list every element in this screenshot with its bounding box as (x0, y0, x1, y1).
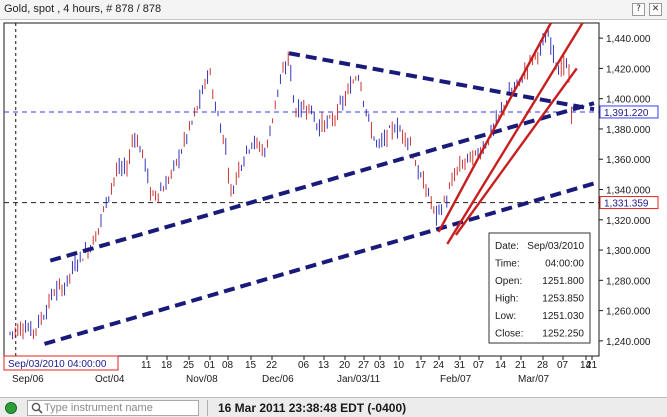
day-tick-label: 21 (586, 360, 598, 371)
info-row-value: Sep/03/2010 (527, 241, 584, 252)
info-row-label: Date: (495, 241, 519, 252)
price-tick-label: 1,280.000 (606, 276, 651, 287)
info-row-label: High: (495, 294, 518, 305)
day-tick-label: 11 (141, 360, 152, 371)
month-tick-label: Feb/07 (440, 374, 472, 385)
crosshair-time-label-text: Sep/03/2010 04:00:00 (8, 359, 107, 370)
current-price-label-text: 1,391.220 (604, 108, 649, 119)
trendlines[interactable] (43, 22, 595, 346)
price-tick-label: 1,240.000 (606, 337, 651, 348)
dashed-trendline[interactable] (49, 101, 595, 263)
close-button[interactable]: ✕ (649, 3, 662, 16)
chart-title: Gold, spot , 4 hours, # 878 / 878 (4, 3, 162, 15)
info-row-label: Time: (495, 259, 520, 270)
month-tick-label: Nov/08 (186, 374, 218, 385)
price-tick-label: 1,360.000 (606, 155, 651, 166)
connection-status-icon (5, 402, 17, 414)
day-tick-label: 21 (515, 360, 527, 371)
day-tick-label: 17 (415, 360, 427, 371)
month-tick-marks: Sep/06 Oct/04 Nov/08 Dec/06 Jan/03/11 Feb/07 M… (12, 374, 550, 385)
day-tick-label: 06 (298, 360, 310, 371)
price-tick-label: 1,440.000 (606, 34, 651, 45)
day-tick-label: 08 (222, 360, 234, 371)
current-price-label: 1,391.220 (599, 105, 659, 119)
dashed-trendline[interactable] (43, 181, 595, 346)
dashed-trendline[interactable] (288, 51, 595, 112)
day-tick-label: 14 (580, 360, 592, 371)
info-row-label: Close: (495, 329, 523, 340)
status-bar: 16 Mar 2011 23:38:48 EDT (-0400) (0, 397, 667, 417)
crosshair-time-label: Sep/03/2010 04:00:00 (3, 355, 119, 371)
info-row-value: 1252.250 (542, 329, 584, 340)
channel-trendline[interactable] (454, 67, 578, 236)
search-icon (31, 402, 43, 414)
price-tick-label: 1,400.000 (606, 95, 651, 106)
ohlc-info-box: Date: Sep/03/2010 Time: 04:00:00 Open: 1251.8… (488, 232, 591, 344)
day-tick-label: 07 (473, 360, 485, 371)
day-tick-marks: 11 18 25 01 08 15 22 06 13 20 27 03 10 17 24 31 07 14 21 28… (141, 356, 598, 371)
day-tick-label: 03 (374, 360, 386, 371)
day-tick-label: 24 (433, 360, 445, 371)
price-tick-marks: 1,440.000 1,420.000 1,400.000 1,380.000 1,36… (599, 34, 651, 348)
status-datetime: 16 Mar 2011 23:38:48 EDT (-0400) (218, 401, 407, 415)
price-tick-label: 1,420.000 (606, 64, 651, 75)
info-row-value: 1251.800 (542, 276, 584, 287)
day-tick-label: 01 (204, 360, 216, 371)
channel-trendline[interactable] (437, 22, 552, 233)
price-tick-label: 1,320.000 (606, 216, 651, 227)
info-row-value: 04:00:00 (545, 259, 584, 270)
day-tick-label: 13 (318, 360, 330, 371)
info-row-value: 1251.030 (542, 311, 584, 322)
month-tick-label: Jan/03/11 (337, 374, 381, 385)
day-tick-label: 20 (339, 360, 351, 371)
help-button[interactable]: ? (632, 3, 645, 16)
day-tick-label: 27 (358, 360, 370, 371)
instrument-search-input[interactable] (44, 401, 194, 414)
info-row-label: Open: (495, 276, 522, 287)
day-tick-label: 18 (161, 360, 173, 371)
info-row-value: 1253.850 (542, 294, 584, 305)
day-tick-label: 14 (495, 360, 507, 371)
price-tick-label: 1,300.000 (606, 246, 651, 257)
channel-trendline[interactable] (446, 22, 584, 245)
status-separator (207, 400, 208, 416)
month-tick-label: Sep/06 (12, 374, 44, 385)
price-tick-label: 1,380.000 (606, 125, 651, 136)
day-tick-label: 10 (393, 360, 405, 371)
month-tick-label: Oct/04 (95, 374, 125, 385)
info-row-label: Low: (495, 311, 516, 322)
month-tick-label: Mar/07 (518, 374, 550, 385)
crosshair-price-label: 1,331.359 (599, 196, 659, 210)
month-tick-label: Dec/06 (262, 374, 294, 385)
day-tick-label: 15 (245, 360, 257, 371)
title-bar: Gold, spot , 4 hours, # 878 / 878 ? ✕ (0, 0, 667, 20)
price-tick-label: 1,260.000 (606, 307, 651, 318)
day-tick-label: 22 (266, 360, 278, 371)
crosshair-price-label-text: 1,331.359 (604, 199, 649, 210)
day-tick-label: 31 (454, 360, 466, 371)
chart-canvas[interactable]: 11 18 25 01 08 15 22 06 13 20 27 03 10 17 24 31 07 14 21 28… (0, 20, 667, 397)
price-tick-label: 1,340.000 (606, 186, 651, 197)
day-tick-label: 25 (183, 360, 195, 371)
day-tick-label: 28 (537, 360, 549, 371)
day-tick-label: 07 (557, 360, 569, 371)
